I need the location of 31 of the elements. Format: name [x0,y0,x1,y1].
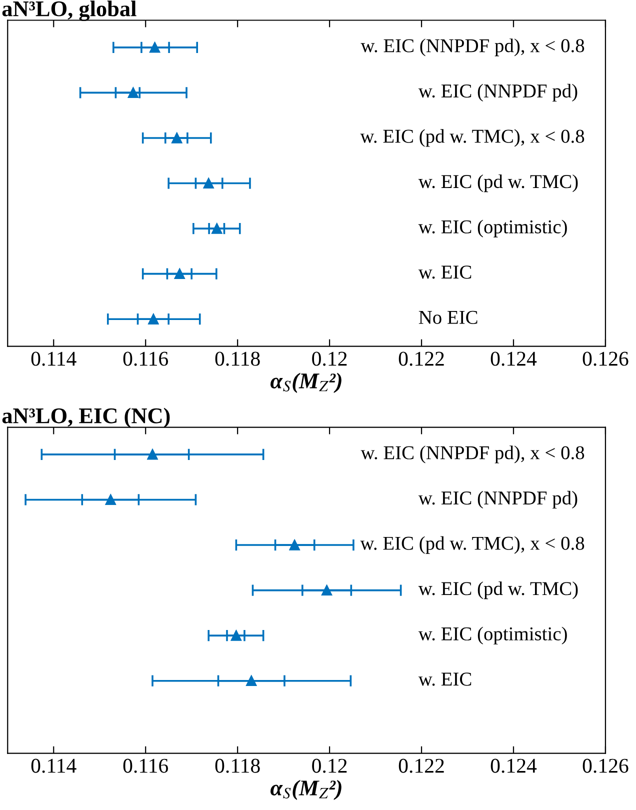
x-tick-label: 0.122 [398,758,444,773]
x-tick-label: 0.12 [312,758,347,773]
y-tick-label: w. EIC (optimistic) [418,626,567,644]
y-tick-label: No EIC [418,310,478,324]
y-tick-label: w. EIC (NNPDF pd), x < 0.8 [360,446,584,464]
x-axis-title: α$_{S}$(M$_{Z}$²) [270,372,342,393]
x-tick-label: 0.126 [582,758,628,773]
chart-title: aN³LO, global [2,0,136,21]
y-tick-label: w. EIC (NNPDF pd) [418,490,578,509]
x-tick-label: 0.118 [215,758,260,773]
chart-title: aN³LO, EIC (NC) [2,408,170,428]
x-tick-label: 0.116 [123,352,168,366]
y-tick-label: w. EIC (optimistic) [418,220,567,238]
y-tick-label: w. EIC (pd w. TMC), x < 0.8 [360,129,584,147]
y-tick-label: w. EIC (pd w. TMC) [418,174,578,192]
x-tick-label: 0.124 [490,758,537,773]
y-tick-label: w. EIC (pd w. TMC), x < 0.8 [360,536,584,554]
x-tick-label: 0.114 [31,758,76,773]
x-axis-title: α$_{S}$(M$_{Z}$²) [270,780,342,800]
x-tick-label: 0.122 [398,352,444,366]
x-tick-label: 0.12 [312,352,347,366]
x-tick-label: 0.114 [31,352,76,366]
y-tick-label: w. EIC (pd w. TMC) [418,581,578,600]
y-tick-label: w. EIC [418,266,472,279]
y-tick-label: w. EIC (NNPDF pd) [418,84,578,102]
y-tick-label: w. EIC [418,672,472,686]
x-tick-label: 0.124 [490,352,537,366]
y-tick-label: w. EIC (NNPDF pd), x < 0.8 [360,38,584,56]
x-tick-label: 0.118 [215,352,260,366]
x-tick-label: 0.116 [123,758,168,773]
x-tick-label: 0.126 [582,352,628,366]
